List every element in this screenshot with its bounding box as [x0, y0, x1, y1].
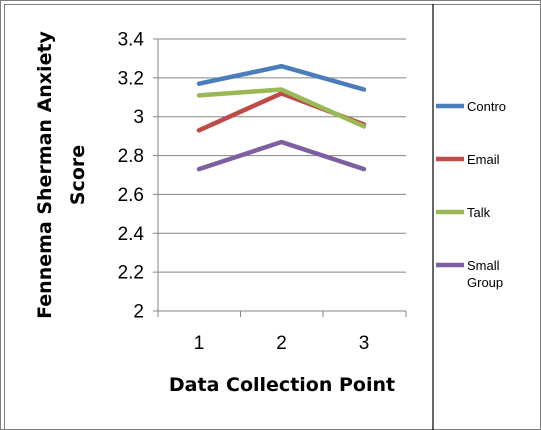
series-line-contro	[196, 63, 367, 92]
axes	[153, 38, 407, 317]
y-tick-label: 2	[133, 302, 144, 323]
y-axis-title-line: Fennema Sherman Anxiety	[34, 30, 56, 318]
x-tick-labels: 1 2 3	[194, 333, 370, 354]
legend-label: Small	[467, 258, 500, 273]
y-axis-title: Fennema Sherman Anxiety Score	[34, 30, 89, 318]
y-tick-label: 2.8	[118, 146, 144, 167]
gridlines	[158, 38, 406, 273]
y-tick-label: 3.2	[118, 68, 144, 89]
legend-label: Email	[467, 152, 500, 167]
y-tick-label: 2.6	[118, 185, 144, 206]
y-tick-label: 3	[133, 107, 144, 128]
legend-label: Talk	[467, 205, 491, 220]
x-tick-label: 3	[359, 333, 370, 354]
y-axis-title-line: Score	[67, 145, 89, 205]
series-lines	[196, 63, 367, 172]
y-tick-label: 3.4	[118, 30, 145, 51]
legend-label: Contro	[467, 99, 506, 114]
y-tick-label: 2.2	[118, 263, 144, 284]
series-line-small-group	[196, 139, 367, 172]
y-tick-labels: 2 2.2 2.4 2.6 2.8 3 3.2 3.4	[118, 30, 145, 323]
x-tick-label: 1	[194, 333, 205, 354]
x-tick-label: 2	[276, 333, 287, 354]
x-axis-title: Data Collection Point	[169, 374, 395, 396]
y-tick-label: 2.4	[118, 224, 145, 245]
legend-label: Group	[467, 275, 503, 290]
series-line-talk	[196, 87, 367, 129]
legend: Contro Email Talk Small Group	[436, 99, 506, 290]
